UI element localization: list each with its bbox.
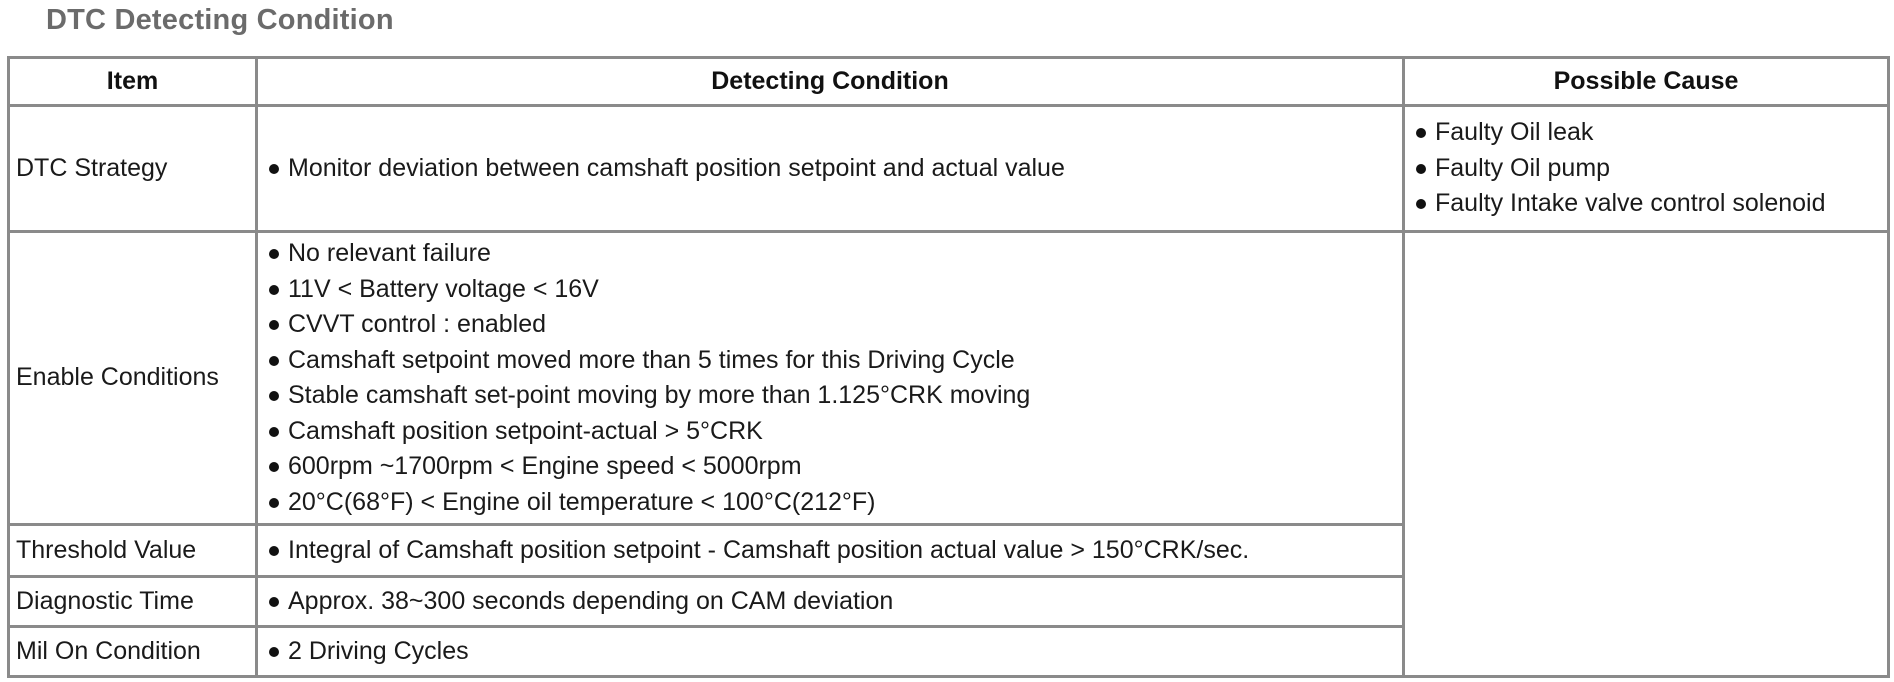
possible-cause-empty-cell <box>1402 230 1890 678</box>
condition-bullet: 11V < Battery voltage < 16V <box>264 272 1396 308</box>
condition-bullet: Camshaft position setpoint-actual > 5°CR… <box>264 414 1396 450</box>
condition-bullet: CVVT control : enabled <box>264 307 1396 343</box>
condition-bullet: Approx. 38~300 seconds depending on CAM … <box>264 584 1396 620</box>
table-row-enable-conditions: Enable Conditions No relevant failure 11… <box>7 230 1890 678</box>
header-detecting-condition: Detecting Condition <box>255 56 1405 107</box>
possible-cause-bullet: Faulty Oil leak <box>1411 115 1881 151</box>
item-cell: Threshold Value <box>7 523 258 578</box>
condition-bullet: 600rpm ~1700rpm < Engine speed < 5000rpm <box>264 449 1396 485</box>
condition-list: No relevant failure 11V < Battery voltag… <box>264 236 1396 520</box>
condition-list: Monitor deviation between camshaft posit… <box>264 151 1396 187</box>
possible-cause-list: Faulty Oil leak Faulty Oil pump Faulty I… <box>1411 115 1881 222</box>
condition-cell: Integral of Camshaft position setpoint -… <box>255 523 1405 578</box>
condition-list: Integral of Camshaft position setpoint -… <box>264 533 1396 569</box>
header-possible-cause: Possible Cause <box>1402 56 1890 107</box>
item-cell: DTC Strategy <box>7 104 258 233</box>
possible-cause-cell: Faulty Oil leak Faulty Oil pump Faulty I… <box>1402 104 1890 233</box>
table-row-mil-on-condition: Mil On Condition 2 Driving Cycles <box>7 625 1889 678</box>
condition-list: Approx. 38~300 seconds depending on CAM … <box>264 584 1396 620</box>
table-row-dtc-strategy: DTC Strategy Monitor deviation between c… <box>7 104 1890 233</box>
condition-cell: Approx. 38~300 seconds depending on CAM … <box>255 575 1405 628</box>
table-header-row: Item Detecting Condition Possible Cause <box>7 56 1890 107</box>
dtc-condition-table: Item Detecting Condition Possible Cause … <box>7 56 1890 678</box>
header-item: Item <box>7 56 258 107</box>
condition-cell: No relevant failure 11V < Battery voltag… <box>255 230 1405 526</box>
condition-bullet: No relevant failure <box>264 236 1396 272</box>
condition-bullet: Integral of Camshaft position setpoint -… <box>264 533 1396 569</box>
table-row-threshold-value: Threshold Value Integral of Camshaft pos… <box>7 523 1889 578</box>
possible-cause-bullet: Faulty Oil pump <box>1411 151 1881 187</box>
item-cell: Diagnostic Time <box>7 575 258 628</box>
possible-cause-bullet: Faulty Intake valve control solenoid <box>1411 186 1881 222</box>
condition-bullet: Monitor deviation between camshaft posit… <box>264 151 1396 187</box>
condition-cell: 2 Driving Cycles <box>255 625 1405 678</box>
page-title: DTC Detecting Condition <box>46 4 394 36</box>
condition-bullet: 20°C(68°F) < Engine oil temperature < 10… <box>264 485 1396 521</box>
item-cell: Mil On Condition <box>7 625 258 678</box>
table-row-diagnostic-time: Diagnostic Time Approx. 38~300 seconds d… <box>7 575 1889 628</box>
condition-cell: Monitor deviation between camshaft posit… <box>255 104 1405 233</box>
condition-list: 2 Driving Cycles <box>264 634 1396 670</box>
condition-bullet: Stable camshaft set-point moving by more… <box>264 378 1396 414</box>
condition-bullet: 2 Driving Cycles <box>264 634 1396 670</box>
condition-bullet: Camshaft setpoint moved more than 5 time… <box>264 343 1396 379</box>
item-cell: Enable Conditions <box>7 230 258 526</box>
